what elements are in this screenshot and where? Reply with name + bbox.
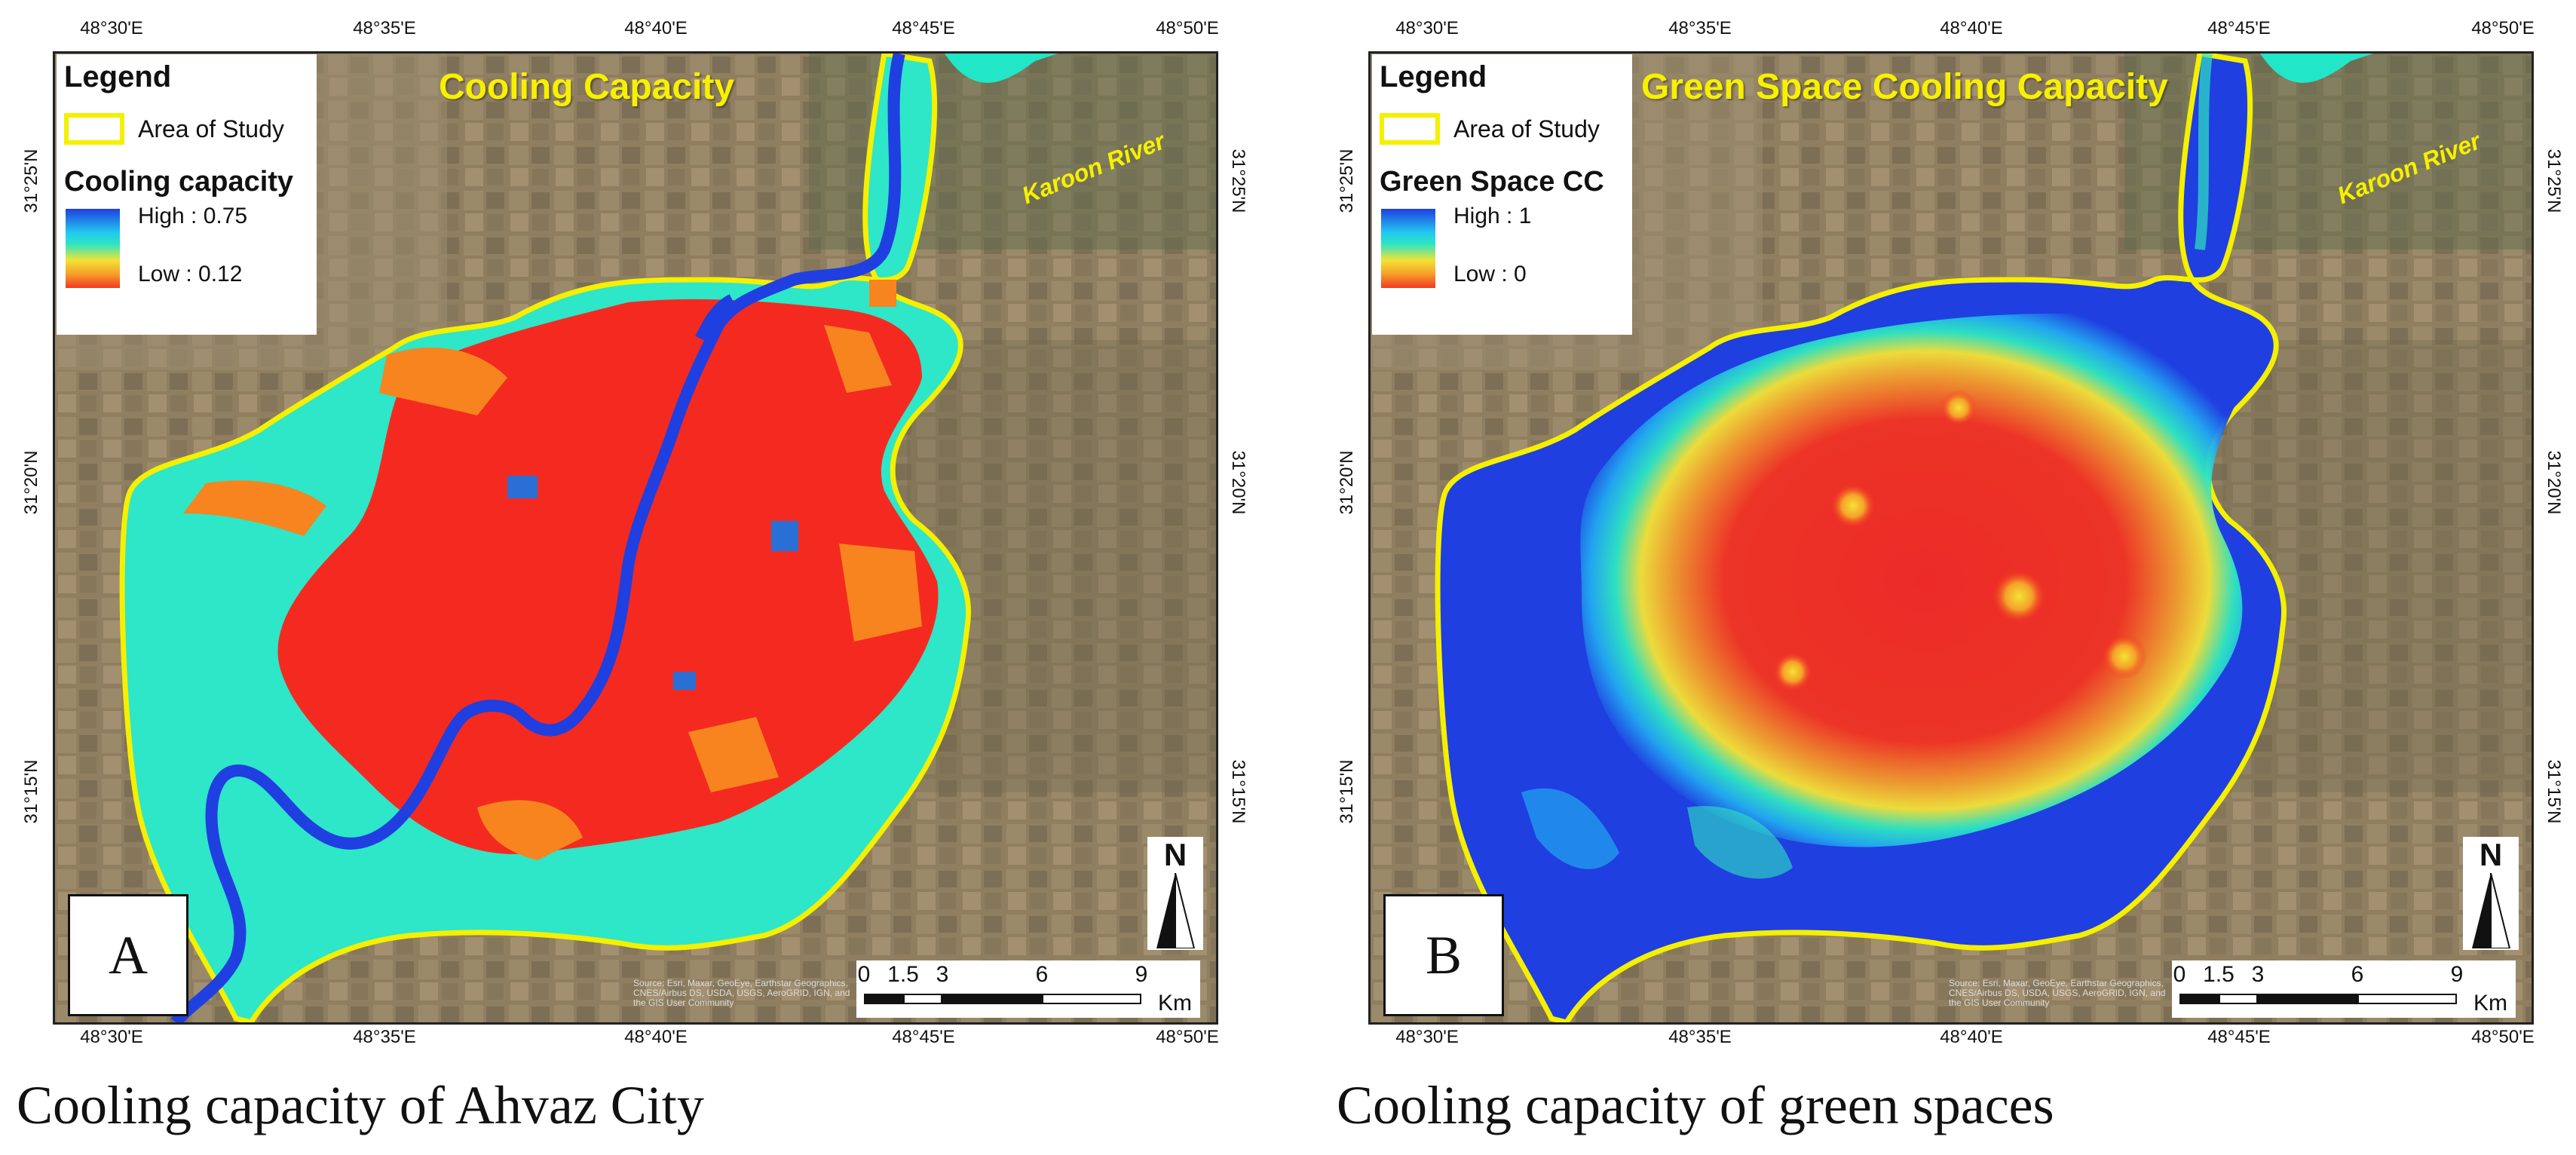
- panel-b: 48°30'E 48°35'E 48°40'E 48°45'E 48°50'E …: [1316, 0, 2576, 1155]
- legend-b: Legend Area of Study Green Space CC High…: [1372, 54, 1632, 335]
- ramp-high-label: High : 1: [1453, 204, 1532, 228]
- lon-tick-top-1: 48°30'E: [1395, 18, 1459, 38]
- lon-tick-top-4: 48°45'E: [892, 18, 955, 38]
- lon-tick-bottom-2: 48°35'E: [353, 1027, 416, 1047]
- lat-tick-left-2: 31°20'N: [1337, 450, 1357, 515]
- panel-a: 48°30'E 48°35'E 48°40'E 48°45'E 48°50'E …: [0, 0, 1282, 1155]
- lon-tick-top-5: 48°50'E: [1156, 18, 1219, 38]
- ramp-low-label: Low : 0.12: [138, 262, 243, 286]
- north-arrow-a: N: [1147, 837, 1203, 950]
- legend-heading: Legend: [64, 60, 172, 93]
- lat-tick-right-1: 31°25'N: [1228, 149, 1248, 213]
- scale-label-0: 0: [857, 962, 871, 987]
- scale-bar-b: 0 1.5 3 6 9 Km: [2172, 960, 2516, 1018]
- scale-label-3: 3: [936, 962, 949, 987]
- north-arrow-b: N: [2463, 837, 2519, 950]
- lon-tick-top-3: 48°40'E: [624, 18, 688, 38]
- lat-tick-right-3: 31°15'N: [2544, 759, 2564, 824]
- ramp-high-label: High : 0.75: [138, 204, 248, 228]
- legend-area-of-study: Area of Study: [1380, 113, 1600, 145]
- lon-tick-bottom-3: 48°40'E: [1940, 1027, 2003, 1047]
- lon-tick-bottom-5: 48°50'E: [1156, 1027, 1219, 1047]
- scale-label-1-5: 1.5: [887, 962, 919, 987]
- lat-tick-left-1: 31°25'N: [21, 149, 41, 213]
- caption-b: Cooling capacity of green spaces: [1337, 1075, 2054, 1135]
- color-ramp: [1381, 209, 1435, 288]
- lon-tick-top-2: 48°35'E: [353, 18, 416, 38]
- lon-tick-bottom-3: 48°40'E: [624, 1027, 688, 1047]
- lat-tick-left-3: 31°15'N: [1337, 759, 1357, 824]
- lon-tick-top-3: 48°40'E: [1940, 18, 2003, 38]
- map-title-a: Cooling Capacity: [439, 67, 735, 107]
- legend-area-of-study: Area of Study: [64, 113, 284, 145]
- map-credit-a: Source: Esri, Maxar, GeoEye, Earthstar G…: [633, 978, 850, 1008]
- map-title-b: Green Space Cooling Capacity: [1641, 67, 2168, 107]
- scale-label-3: 3: [2251, 962, 2265, 987]
- scale-unit: Km: [1158, 991, 1192, 1016]
- legend-a: Legend Area of Study Cooling capacity Hi…: [57, 54, 317, 335]
- north-label: N: [1163, 837, 1187, 872]
- north-arrow-icon: [1156, 873, 1196, 948]
- lon-tick-bottom-2: 48°35'E: [1668, 1027, 1732, 1047]
- lon-tick-bottom-1: 48°30'E: [1395, 1027, 1459, 1047]
- scale-label-1-5: 1.5: [2203, 962, 2234, 987]
- lat-tick-left-1: 31°25'N: [1337, 149, 1357, 213]
- panel-letter-b: B: [1383, 894, 1504, 1016]
- lon-tick-top-5: 48°50'E: [2471, 18, 2535, 38]
- scale-label-9: 9: [2450, 962, 2464, 987]
- lon-tick-top-1: 48°30'E: [80, 18, 143, 38]
- north-arrow-icon: [2472, 873, 2511, 948]
- scale-label-0: 0: [2173, 962, 2186, 987]
- lon-tick-top-2: 48°35'E: [1668, 18, 1732, 38]
- legend-heading: Legend: [1380, 60, 1487, 93]
- north-label: N: [2479, 837, 2503, 872]
- lon-tick-bottom-5: 48°50'E: [2471, 1027, 2535, 1047]
- map-credit-b: Source: Esri, Maxar, GeoEye, Earthstar G…: [1949, 978, 2166, 1008]
- area-of-study-label: Area of Study: [138, 115, 284, 142]
- scale-label-6: 6: [2351, 962, 2364, 987]
- scale-bar-a: 0 1.5 3 6 9 Km: [856, 960, 1200, 1018]
- lat-tick-right-3: 31°15'N: [1228, 759, 1248, 824]
- area-of-study-swatch: [1380, 113, 1440, 145]
- lat-tick-right-2: 31°20'N: [1228, 450, 1248, 515]
- ramp-low-label: Low : 0: [1453, 262, 1527, 286]
- ramp-title: Green Space CC: [1380, 166, 1604, 198]
- area-of-study-swatch: [64, 113, 124, 145]
- lon-tick-top-4: 48°45'E: [2207, 18, 2271, 38]
- panel-letter-a: A: [68, 894, 188, 1016]
- scale-label-6: 6: [1035, 962, 1049, 987]
- lat-tick-right-1: 31°25'N: [2544, 149, 2564, 213]
- scale-label-9: 9: [1135, 962, 1148, 987]
- scale-unit: Km: [2473, 991, 2507, 1016]
- lat-tick-left-3: 31°15'N: [21, 759, 41, 824]
- caption-a: Cooling capacity of Ahvaz City: [17, 1075, 704, 1135]
- lat-tick-right-2: 31°20'N: [2544, 450, 2564, 515]
- lon-tick-bottom-4: 48°45'E: [892, 1027, 955, 1047]
- ramp-title: Cooling capacity: [64, 166, 294, 198]
- color-ramp: [66, 209, 120, 288]
- lon-tick-bottom-4: 48°45'E: [2207, 1027, 2271, 1047]
- lon-tick-bottom-1: 48°30'E: [80, 1027, 143, 1047]
- lat-tick-left-2: 31°20'N: [21, 450, 41, 515]
- area-of-study-label: Area of Study: [1453, 115, 1600, 142]
